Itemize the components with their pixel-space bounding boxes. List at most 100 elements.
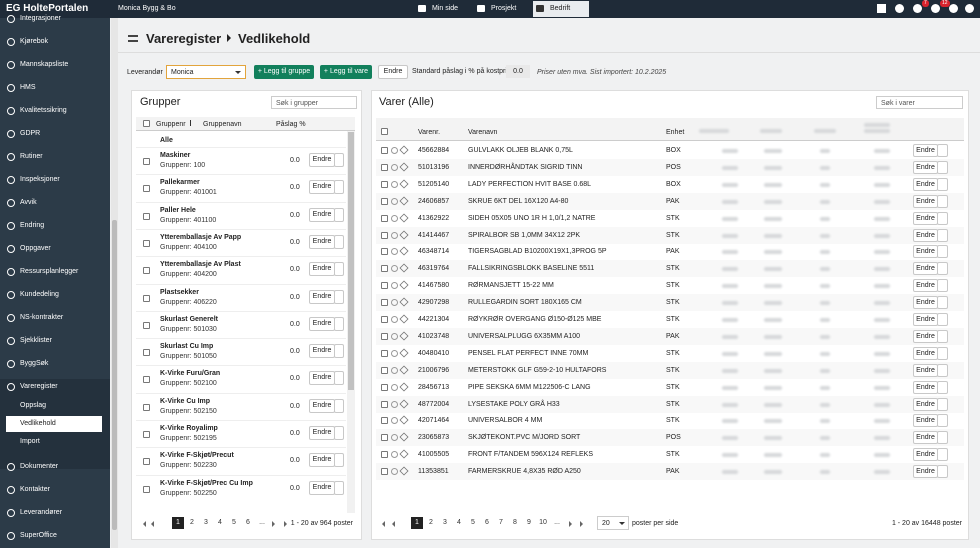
checkbox[interactable] (381, 468, 388, 476)
button[interactable]: + Legg til vare (320, 65, 372, 79)
edit-button[interactable]: Endre (309, 371, 335, 386)
checkbox[interactable] (381, 197, 388, 205)
page-button[interactable]: 6 (246, 519, 250, 526)
item-name[interactable]: UNIVERSALBOR 4 MM (468, 417, 543, 425)
checkbox[interactable] (143, 294, 150, 302)
page-button[interactable]: 8 (513, 519, 517, 526)
nav-item[interactable]: Leverandører (20, 509, 63, 516)
group-name[interactable]: Pallekarmer (160, 179, 200, 187)
item-number[interactable]: 51205140 (418, 180, 450, 188)
edit-button[interactable]: Endre (913, 144, 938, 157)
supplier-select[interactable]: Monica (166, 65, 246, 79)
pager-arrow[interactable] (143, 521, 146, 527)
pager-arrow[interactable] (151, 521, 154, 527)
checkbox[interactable] (381, 248, 388, 256)
checkbox[interactable] (381, 214, 388, 222)
edit-button[interactable]: Endre (913, 296, 938, 310)
item-name[interactable]: RØRMANSJETT 15-22 MM (468, 282, 554, 290)
group-name[interactable]: Skurlast Cu Imp (160, 343, 214, 351)
edit-button[interactable]: Endre (913, 245, 938, 259)
dropdown-button[interactable] (334, 262, 344, 277)
nav-item[interactable]: Endring (20, 222, 45, 229)
item-name[interactable]: RULLEGARDIN SORT 180X165 CM (468, 299, 582, 307)
all-row[interactable]: Alle (160, 137, 173, 144)
edit-button[interactable]: Endre (309, 480, 335, 495)
dropdown-button[interactable] (334, 344, 344, 359)
nav-item[interactable]: HMS (20, 84, 36, 91)
item-number[interactable]: 44221304 (418, 316, 450, 323)
item-name[interactable]: FALLSIKRINGSBLOKK BASELINE 5511 (468, 265, 595, 273)
item-name[interactable]: UNIVERSALPLUGG 6X35MM A100 (468, 332, 581, 340)
edit-button[interactable]: Endre (309, 289, 335, 304)
dropdown-button[interactable] (334, 234, 344, 249)
checkbox[interactable] (381, 180, 388, 188)
group-name[interactable]: Ytteremballasje Av Papp (160, 233, 242, 241)
item-name[interactable]: METERSTOKK GLF G59-2-10 HULTAFORS (468, 366, 607, 374)
dropdown-button[interactable] (937, 160, 948, 174)
tab-label[interactable]: Prosjekt (491, 5, 517, 12)
nav-item[interactable]: Rutiner (20, 153, 43, 160)
item-name[interactable]: SKRUE 6KT DEL 16X120 A4-80 (468, 197, 569, 205)
pager-arrow[interactable] (284, 521, 287, 527)
edit-button[interactable]: Endre (309, 344, 335, 359)
column-header[interactable]: Enhet (666, 129, 685, 136)
checkbox[interactable] (381, 451, 388, 459)
dropdown-button[interactable] (334, 480, 344, 495)
column-header[interactable]: Varenr. (418, 129, 441, 136)
edit-button[interactable]: Endre (913, 329, 938, 343)
nav-item[interactable]: Kundedeling (20, 291, 59, 298)
page-button[interactable]: 5 (232, 519, 236, 526)
group-name[interactable]: K-Virke Furu/Gran (160, 370, 221, 378)
header-icon[interactable] (895, 4, 904, 13)
nav-item[interactable]: Dokumenter (20, 463, 59, 470)
dropdown-button[interactable] (334, 289, 344, 304)
page-button[interactable]: 4 (218, 519, 222, 526)
dropdown-button[interactable] (937, 397, 948, 411)
group-name[interactable]: Maskiner (160, 152, 191, 159)
checkbox[interactable] (381, 163, 388, 171)
checkbox[interactable] (381, 383, 388, 391)
page-button[interactable]: 5 (471, 519, 475, 526)
dropdown-button[interactable] (937, 380, 948, 394)
tab-label[interactable]: Min side (432, 5, 459, 12)
header-icon[interactable] (913, 4, 922, 13)
item-name[interactable]: PENSEL FLAT PERFECT INNE 70MM (468, 349, 589, 357)
item-number[interactable]: 46319764 (418, 265, 450, 273)
checkbox[interactable] (381, 434, 388, 442)
dropdown-button[interactable] (937, 245, 948, 259)
nav-subitem[interactable]: Vedlikehold (20, 420, 56, 427)
page-button[interactable]: 2 (429, 519, 433, 526)
favorite-icon[interactable] (399, 314, 409, 324)
button[interactable]: + Legg til gruppe (254, 65, 314, 79)
edit-button[interactable]: Endre (309, 180, 335, 195)
edit-button[interactable]: Endre (913, 346, 938, 360)
favorite-icon[interactable] (399, 145, 409, 155)
item-name[interactable]: FARMERSKRUE 4,8X35 RØD A250 (468, 468, 581, 476)
page-size-select[interactable]: 20 (597, 516, 629, 530)
dropdown-button[interactable] (937, 144, 948, 157)
group-name[interactable]: K-Virke Cu Imp (160, 397, 211, 405)
column-header[interactable]: Varenavn (468, 129, 498, 136)
page-button[interactable]: 1 (411, 517, 423, 529)
page-button[interactable]: ... (554, 519, 560, 526)
item-number[interactable]: 42071464 (418, 417, 450, 425)
checkbox[interactable] (381, 316, 388, 323)
checkbox[interactable] (143, 158, 150, 165)
nav-tab[interactable] (533, 1, 589, 17)
edit-button[interactable]: Endre (913, 465, 938, 479)
dropdown-button[interactable] (334, 316, 344, 331)
pager-arrow[interactable] (580, 521, 583, 527)
item-name[interactable]: PIPE SEKSKA 6MM M122506-C LANG (468, 383, 591, 391)
checkbox[interactable] (143, 431, 150, 438)
column-header[interactable]: Påslag % (276, 121, 306, 128)
item-number[interactable]: 23065873 (418, 434, 450, 442)
page-button[interactable]: 10 (539, 519, 547, 526)
dropdown-button[interactable] (334, 453, 344, 468)
favorite-icon[interactable] (399, 382, 409, 392)
checkbox[interactable] (143, 185, 150, 193)
edit-button[interactable]: Endre (913, 363, 938, 377)
item-name[interactable]: TIGERSAGBLAD B10200X19X1,3PROG 5P (468, 248, 607, 256)
item-name[interactable]: SPIRALBOR SB 1,0MM 34X12 2PK (468, 231, 581, 239)
dropdown-button[interactable] (937, 329, 948, 343)
edit-button[interactable]: Endre (913, 414, 938, 428)
